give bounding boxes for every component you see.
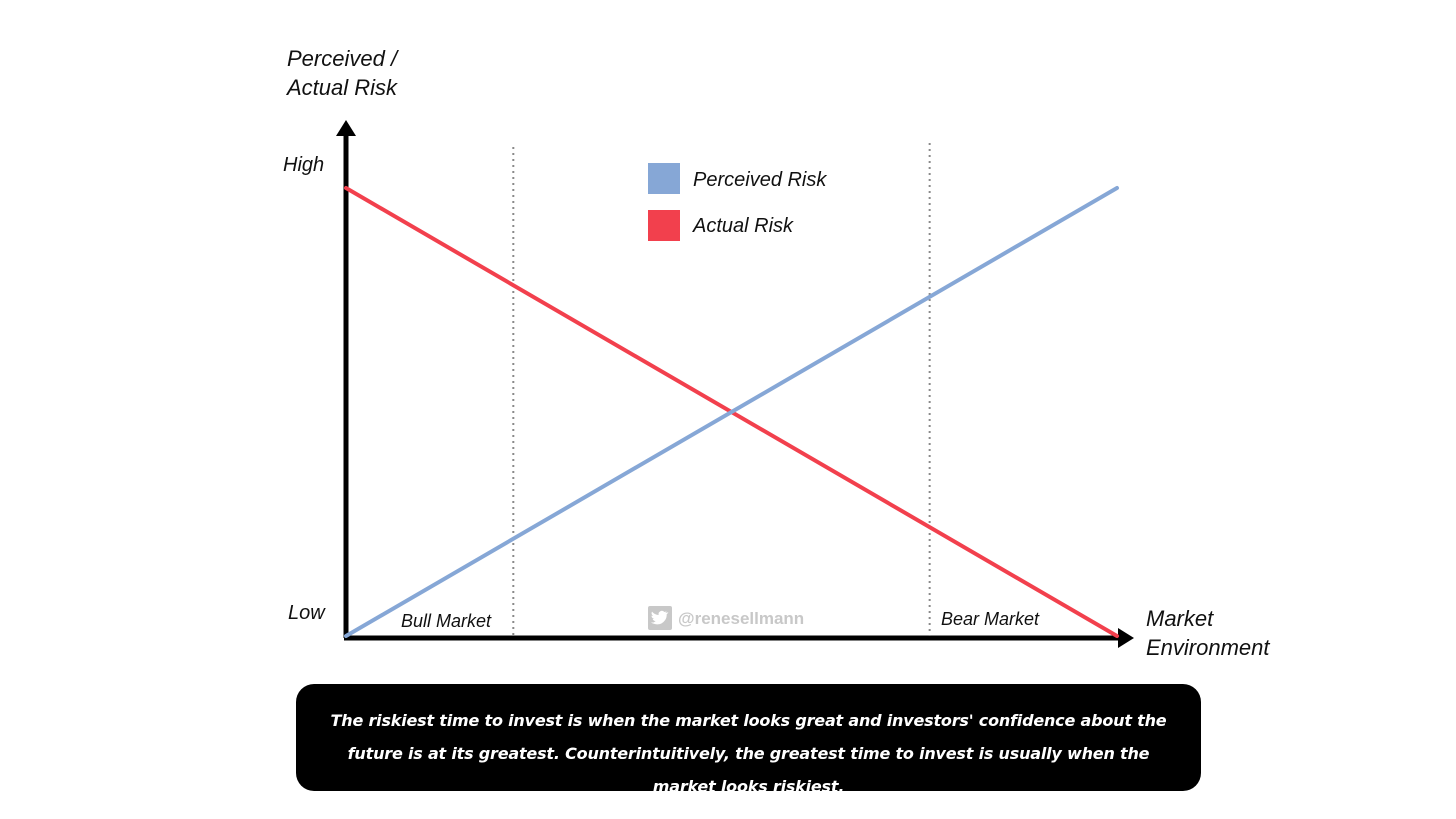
twitter-bird-glyph bbox=[650, 610, 669, 625]
x-axis-arrowhead bbox=[1118, 628, 1134, 648]
legend-label-perceived-risk: Perceived Risk bbox=[693, 169, 827, 191]
y-axis-arrowhead bbox=[336, 120, 356, 136]
y-axis-title-line-1: Perceived / bbox=[287, 46, 399, 71]
y-tick-label-high: High bbox=[283, 154, 324, 176]
bull-market-label: Bull Market bbox=[401, 611, 492, 631]
caption-text: The riskiest time to invest is when the … bbox=[330, 711, 1167, 796]
watermark: @renesellmann bbox=[648, 606, 804, 630]
y-tick-label-low: Low bbox=[288, 602, 326, 624]
watermark-handle: @renesellmann bbox=[678, 609, 804, 628]
legend: Perceived Risk Actual Risk bbox=[648, 163, 827, 241]
x-axis-title-line-1: Market bbox=[1146, 606, 1214, 631]
x-axis-title: Market Environment bbox=[1146, 606, 1270, 660]
series-line-perceived-risk bbox=[344, 186, 1119, 638]
y-axis-title: Perceived / Actual Risk bbox=[285, 46, 403, 100]
caption-box: The riskiest time to invest is when the … bbox=[296, 684, 1201, 796]
bear-market-label: Bear Market bbox=[941, 609, 1040, 629]
legend-label-actual-risk: Actual Risk bbox=[692, 215, 794, 237]
legend-swatch-perceived-risk bbox=[648, 163, 680, 194]
risk-chart: Perceived / Actual Risk Market Environme… bbox=[283, 46, 1270, 660]
x-axis-title-line-2: Environment bbox=[1146, 635, 1270, 660]
legend-swatch-actual-risk bbox=[648, 210, 680, 241]
y-axis-title-line-2: Actual Risk bbox=[285, 75, 398, 100]
